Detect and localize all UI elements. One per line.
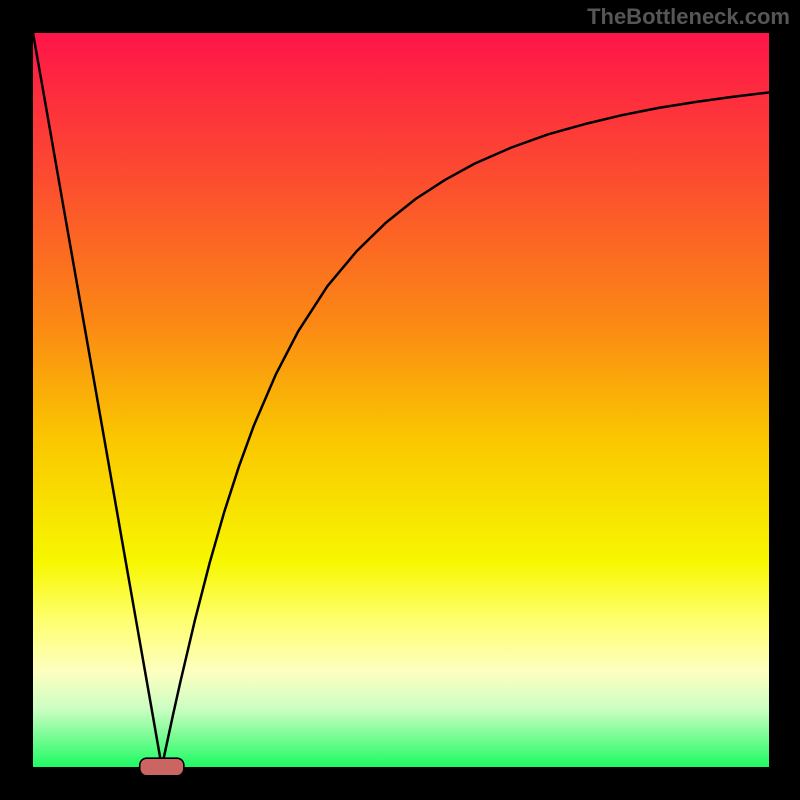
watermark-text: TheBottleneck.com (587, 4, 790, 30)
bottleneck-chart (0, 0, 800, 800)
chart-container: TheBottleneck.com (0, 0, 800, 800)
